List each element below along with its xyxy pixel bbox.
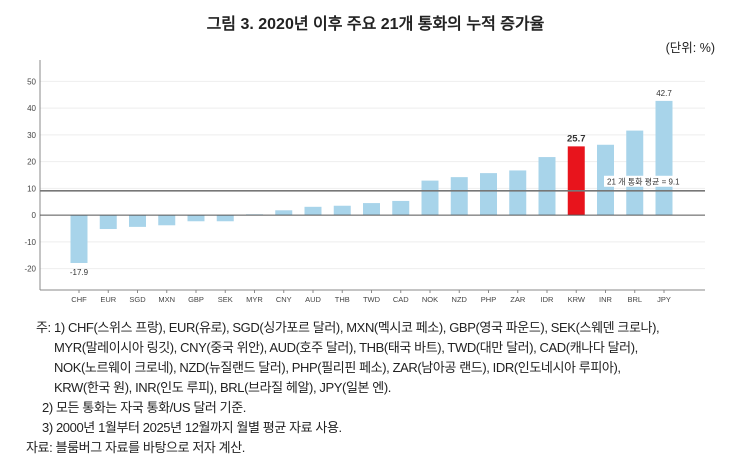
source-note: 자료: 블룸버그 자료를 바탕으로 저자 계산. — [26, 440, 246, 455]
bar-sgd — [129, 215, 146, 227]
x-tick-label: NOK — [422, 295, 438, 304]
bar-aud — [304, 206, 322, 216]
note-line-1: 주: 1) CHF(스위스 프랑), EUR(유로), SGD(싱가포르 달러)… — [36, 320, 660, 335]
x-tick-label: PHP — [481, 295, 496, 304]
data-label-jpy: 42.7 — [656, 89, 672, 98]
y-tick-label: -10 — [24, 238, 36, 247]
bar-chf — [70, 215, 88, 263]
bar-brl — [626, 130, 644, 216]
note-line-3: NOK(노르웨이 크로네), NZD(뉴질랜드 달러), PHP(필리핀 페소)… — [54, 360, 621, 375]
x-tick-label: MYR — [246, 295, 263, 304]
bar-sek — [216, 215, 234, 222]
x-tick-label: THB — [335, 295, 350, 304]
note-line-4: KRW(한국 원), INR(인도 루피), BRL(브라질 헤알), JPY(… — [54, 380, 391, 395]
y-tick-label: 50 — [27, 77, 36, 86]
y-tick-label: -20 — [24, 265, 36, 274]
unit-label: (단위: %) — [665, 41, 715, 55]
bar-cad — [392, 200, 410, 216]
bar-thb — [333, 205, 351, 216]
note-line-2: MYR(말레이시아 링깃), CNY(중국 위안), AUD(호주 달러), T… — [54, 340, 638, 355]
bar-nok — [421, 180, 439, 216]
bar-chart: -20 -10 0 10 20 30 40 50 CHF EUR SGD MXN GBP SEK MYR CN… — [24, 60, 705, 304]
x-tick-label: CHF — [71, 295, 87, 304]
x-tick-label: TWD — [363, 295, 381, 304]
data-label-krw: 25.7 — [567, 133, 586, 144]
x-tick-label: KRW — [568, 295, 586, 304]
bar-twd — [363, 203, 380, 216]
x-tick-label: CAD — [393, 295, 409, 304]
note-line-5: 2) 모든 통화는 자국 통화/US 달러 기준. — [42, 400, 246, 415]
average-label-bg — [604, 175, 694, 187]
bar-idr — [538, 157, 556, 216]
bar-jpy — [655, 100, 673, 216]
bar-php — [480, 173, 497, 216]
x-tick-label: SEK — [218, 295, 233, 304]
x-tick-label: ZAR — [510, 295, 526, 304]
bar-krw — [567, 146, 585, 216]
bar-mxn — [158, 215, 176, 226]
y-tick-label: 0 — [32, 211, 37, 220]
y-tick-label: 20 — [27, 158, 36, 167]
bar-eur — [99, 215, 117, 230]
x-tick-label: BRL — [627, 295, 642, 304]
chart-title: 그림 3. 2020년 이후 주요 21개 통화의 누적 증가율 — [206, 16, 545, 33]
average-label: 21 개 통화 평균 = 9.1 — [607, 176, 680, 186]
bar-gbp — [187, 215, 205, 222]
x-tick-label: AUD — [305, 295, 321, 304]
bar-cny — [275, 210, 293, 216]
x-tick-label: MXN — [158, 295, 175, 304]
data-label-chf: -17.9 — [70, 268, 89, 277]
y-tick-label: 40 — [27, 104, 36, 113]
x-tick-label: SGD — [129, 295, 146, 304]
x-tick-label: JPY — [657, 295, 671, 304]
y-tick-label: 10 — [27, 184, 36, 193]
x-tick-label: NZD — [452, 295, 468, 304]
y-tick-label: 30 — [27, 131, 36, 140]
bar-nzd — [450, 177, 468, 216]
x-tick-label: EUR — [100, 295, 116, 304]
bar-zar — [509, 170, 527, 216]
x-tick-label: INR — [599, 295, 613, 304]
x-tick-label: IDR — [541, 295, 555, 304]
x-tick-label: CNY — [276, 295, 292, 304]
note-line-6: 3) 2000년 1월부터 2025년 12월까지 월별 평균 자료 사용. — [42, 420, 342, 435]
x-tick-label: GBP — [188, 295, 204, 304]
